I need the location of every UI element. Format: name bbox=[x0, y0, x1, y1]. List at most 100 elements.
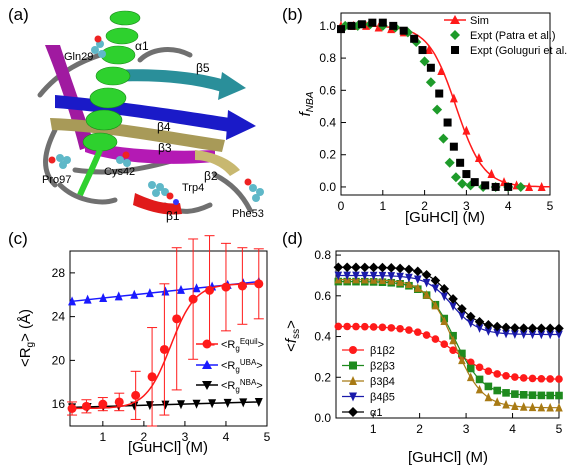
point-d2 bbox=[458, 355, 466, 365]
c-ytick-label: 24 bbox=[52, 310, 66, 324]
panel-d-chart: (d) 1 2 3 4 5 0.0 0.2 0.4 0.6 0.8 [GuHCl] (M) <fs… bbox=[282, 229, 564, 466]
point-sim bbox=[449, 93, 458, 103]
point-d1 bbox=[528, 391, 537, 399]
legend-patra: Expt (Patra et al.) bbox=[470, 30, 556, 42]
point-d3 bbox=[484, 327, 493, 336]
point-d2 bbox=[466, 372, 475, 382]
point-d3 bbox=[458, 311, 466, 321]
point-d4 bbox=[342, 262, 352, 273]
series-d4-line bbox=[338, 266, 559, 329]
point-d2 bbox=[422, 290, 431, 299]
point-d1 bbox=[519, 391, 528, 399]
point-goluguri bbox=[389, 21, 398, 30]
point-goluguri bbox=[481, 181, 490, 190]
panel-b-label: (b) bbox=[282, 5, 303, 24]
point-d2 bbox=[413, 283, 422, 292]
point-equil bbox=[159, 344, 169, 354]
point-nba bbox=[223, 398, 232, 408]
d-ytick-label: 0.0 bbox=[314, 411, 331, 425]
panel-b-legend: Sim Expt (Patra et al.) Expt (Goluguri e… bbox=[444, 15, 567, 57]
b-ytick-label: 0.8 bbox=[319, 51, 336, 65]
point-goluguri bbox=[462, 170, 471, 179]
point-d1 bbox=[555, 391, 563, 400]
label-gln29: Gln29 bbox=[64, 51, 93, 63]
point-d4 bbox=[483, 320, 494, 330]
point-equil bbox=[131, 390, 141, 400]
c-xtick-label: 1 bbox=[99, 430, 106, 444]
point-d4 bbox=[545, 323, 555, 334]
point-d1 bbox=[458, 349, 466, 358]
point-d4 bbox=[536, 323, 547, 334]
point-goluguri bbox=[347, 21, 356, 30]
point-d0 bbox=[369, 323, 378, 331]
point-goluguri bbox=[418, 46, 427, 55]
point-d3 bbox=[449, 302, 457, 311]
point-goluguri bbox=[426, 63, 435, 72]
point-patra bbox=[425, 77, 436, 88]
legend-marker bbox=[348, 407, 358, 417]
c-ytick-label: 16 bbox=[52, 397, 66, 411]
point-d4 bbox=[430, 275, 441, 286]
panel-b-chart: (b) 0 1 2 3 4 5 0.0 0.2 0.4 0.6 0.8 1.0 [GuHCl] (M)… bbox=[282, 5, 567, 226]
legend-label: α1 bbox=[370, 407, 382, 419]
point-uba bbox=[145, 288, 154, 298]
point-uba bbox=[130, 289, 139, 299]
d-ytick-label: 0.8 bbox=[314, 248, 331, 262]
panel-c-frame bbox=[69, 250, 268, 427]
point-sim bbox=[525, 181, 534, 191]
point-d4 bbox=[474, 316, 485, 327]
legend-label: β3β4 bbox=[370, 376, 395, 388]
point-d2 bbox=[537, 402, 546, 412]
b-xtick-label: 2 bbox=[421, 199, 428, 213]
c-xtick-label: 5 bbox=[264, 430, 271, 444]
point-d3 bbox=[369, 271, 378, 281]
label-beta5: β5 bbox=[196, 61, 210, 75]
label-trp4: Trp4 bbox=[182, 182, 204, 194]
point-d1 bbox=[537, 391, 546, 400]
point-goluguri bbox=[357, 20, 366, 29]
point-d4 bbox=[421, 270, 432, 280]
panel-a-structure: (a) bbox=[8, 5, 264, 223]
point-d4 bbox=[439, 284, 450, 294]
d-xtick-label: 5 bbox=[556, 422, 563, 436]
point-goluguri bbox=[410, 34, 419, 43]
panel-c-chart: (c) 1 2 3 4 5 16 20 24 28 [GuHCl] (M) <Rg> (Å) <… bbox=[8, 229, 271, 456]
point-patra bbox=[450, 172, 461, 183]
point-d0 bbox=[422, 331, 431, 339]
point-sim bbox=[537, 181, 546, 191]
point-d2 bbox=[511, 401, 519, 410]
point-sim bbox=[474, 152, 483, 162]
point-d2 bbox=[440, 316, 449, 325]
point-nba bbox=[176, 400, 185, 410]
point-d2 bbox=[484, 392, 493, 402]
point-patra bbox=[444, 157, 455, 168]
alpha-helix bbox=[77, 10, 141, 197]
point-d3 bbox=[334, 271, 343, 281]
point-sim bbox=[374, 22, 383, 32]
legend-marker bbox=[349, 392, 357, 402]
point-d3 bbox=[555, 330, 563, 340]
point-d1 bbox=[502, 389, 510, 397]
point-nba bbox=[239, 398, 248, 408]
point-d0 bbox=[431, 335, 440, 343]
point-d0 bbox=[352, 322, 360, 331]
label-beta2: β2 bbox=[204, 169, 218, 183]
panel-c-xlabel: [GuHCl] (M) bbox=[128, 439, 208, 456]
point-d1 bbox=[466, 364, 475, 373]
point-d0 bbox=[387, 324, 396, 332]
point-d4 bbox=[457, 303, 467, 314]
point-sim bbox=[487, 169, 496, 179]
point-d4 bbox=[501, 322, 511, 333]
b-xtick-label: 3 bbox=[463, 199, 470, 213]
d-ytick-label: 0.2 bbox=[314, 370, 331, 384]
label-beta4: β4 bbox=[157, 120, 171, 134]
point-goluguri bbox=[443, 118, 452, 127]
b-xtick-label: 4 bbox=[505, 199, 512, 213]
legend-label: β2β3 bbox=[370, 361, 395, 373]
d-xtick-label: 2 bbox=[416, 422, 423, 436]
point-d3 bbox=[378, 271, 387, 281]
c-ytick-label: 20 bbox=[52, 353, 66, 367]
point-uba bbox=[99, 293, 108, 303]
point-d0 bbox=[440, 340, 449, 349]
panel-d-legend: β1β2 β2β3 β3β4 β4β5 α1 bbox=[342, 345, 395, 419]
